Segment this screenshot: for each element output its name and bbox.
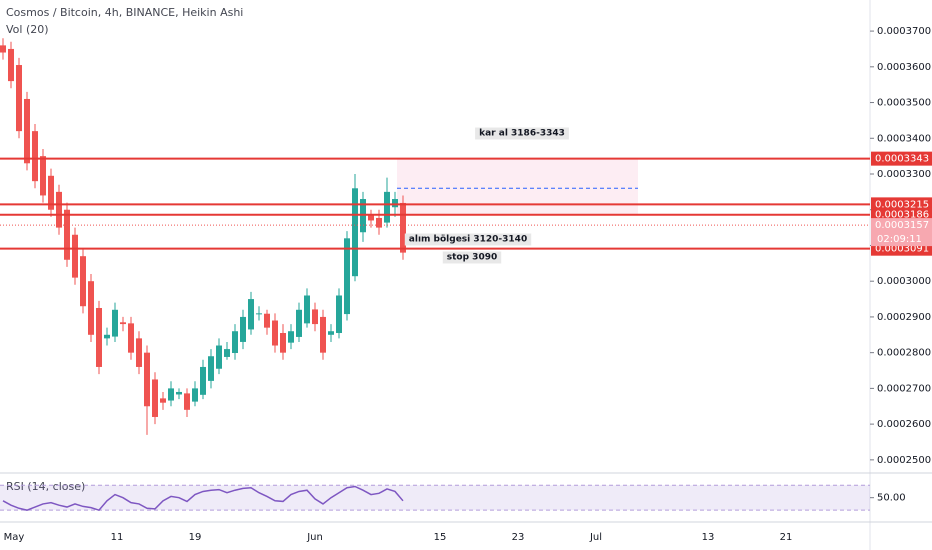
candle-body — [280, 333, 286, 353]
level-label: 0.0003186 — [875, 210, 929, 221]
y-tick-label: 0.0002900 — [877, 312, 931, 323]
x-tick-label: Jul — [589, 532, 602, 543]
candle-body — [64, 209, 70, 260]
x-tick-label: May — [4, 532, 25, 543]
candle-body — [288, 331, 294, 343]
x-tick-label: 11 — [111, 532, 124, 543]
candle-body — [56, 191, 62, 228]
candle-body — [240, 316, 246, 342]
countdown: 02:09:11 — [877, 234, 922, 245]
candle-body — [32, 131, 38, 182]
y-tick-label: 0.0003600 — [877, 62, 931, 73]
level-label: 0.0003091 — [875, 244, 929, 255]
x-tick-label: 15 — [434, 532, 447, 543]
candle-body — [128, 323, 134, 353]
y-tick-label: 0.0002700 — [877, 383, 931, 394]
y-tick-label: 0.0002800 — [877, 348, 931, 359]
x-tick-label: 19 — [189, 532, 202, 543]
candle-body — [312, 309, 318, 325]
y-tick-label: 0.0003700 — [877, 26, 931, 37]
y-tick-label: 0.0003000 — [877, 276, 931, 287]
candle-body — [200, 366, 206, 395]
candle-body — [272, 320, 278, 346]
current-price-label: 0.0003157 — [875, 220, 929, 231]
rsi-line — [2, 485, 404, 512]
candle-body — [104, 334, 110, 339]
candle-body — [392, 199, 398, 208]
candle-body — [96, 307, 102, 367]
candle-body — [48, 175, 54, 210]
candle-body — [256, 313, 262, 315]
candle-body — [16, 65, 22, 132]
candle-body — [336, 295, 342, 334]
rsi-label: RSI (14, close) — [6, 480, 85, 493]
candle-body — [40, 156, 46, 196]
candle-body — [232, 331, 238, 354]
candle-body — [376, 217, 382, 228]
candle-body — [368, 215, 374, 221]
chart-title: Cosmos / Bitcoin, 4h, BINANCE, Heikin As… — [6, 6, 243, 19]
annotation-box — [475, 127, 569, 140]
candle-body — [112, 309, 118, 337]
candle-body — [208, 356, 214, 381]
candle-body — [120, 322, 126, 325]
candle-body — [224, 349, 230, 357]
candle-body — [352, 188, 358, 277]
y-tick-label: 0.0003500 — [877, 98, 931, 109]
candle-body — [160, 398, 166, 403]
candle-body — [344, 238, 350, 315]
candle-body — [136, 338, 142, 367]
y-tick-label: 0.0002500 — [877, 455, 931, 466]
candle-body — [184, 393, 190, 410]
annotation: alım bölgesi 3120-3140 — [409, 235, 527, 245]
annotation: kar al 3186-3343 — [479, 129, 565, 139]
y-tick-label: 0.0002600 — [877, 419, 931, 430]
candle-body — [264, 313, 270, 328]
x-tick-label: Jun — [306, 532, 323, 543]
candle-body — [0, 45, 6, 53]
annotation: stop 3090 — [447, 253, 497, 263]
level-tag — [871, 151, 932, 166]
candle-body — [88, 281, 94, 335]
candle-body — [296, 309, 302, 337]
current-price-tag — [871, 218, 932, 247]
level-label: 0.0003215 — [875, 199, 929, 210]
x-tick-label: 13 — [702, 532, 715, 543]
candle-body — [320, 316, 326, 353]
candle-body — [216, 345, 222, 369]
target-zone — [397, 158, 638, 215]
annotation-box — [404, 233, 532, 246]
x-tick-label: 21 — [780, 532, 793, 543]
candle-body — [8, 48, 14, 82]
annotation-box — [442, 251, 502, 264]
y-tick-label: 0.0003400 — [877, 133, 931, 144]
rsi-tick-label: 50.00 — [877, 493, 906, 504]
candle-body — [72, 234, 78, 278]
candle-body — [384, 191, 390, 223]
candle-body — [400, 202, 406, 253]
candle-body — [304, 295, 310, 324]
candle-body — [152, 379, 158, 417]
x-tick-label: 23 — [512, 532, 525, 543]
candle-body — [80, 256, 86, 307]
candle-body — [144, 352, 150, 407]
candle-body — [248, 299, 254, 330]
level-label: 0.0003343 — [875, 154, 929, 165]
volume-label: Vol (20) — [6, 23, 49, 36]
candle-body — [168, 388, 174, 401]
candle-body — [328, 331, 334, 335]
candle-body — [176, 391, 182, 395]
candle-body — [24, 98, 30, 164]
rsi-band — [0, 485, 870, 511]
y-tick-label: 0.0003300 — [877, 169, 931, 180]
candle-body — [192, 388, 198, 402]
